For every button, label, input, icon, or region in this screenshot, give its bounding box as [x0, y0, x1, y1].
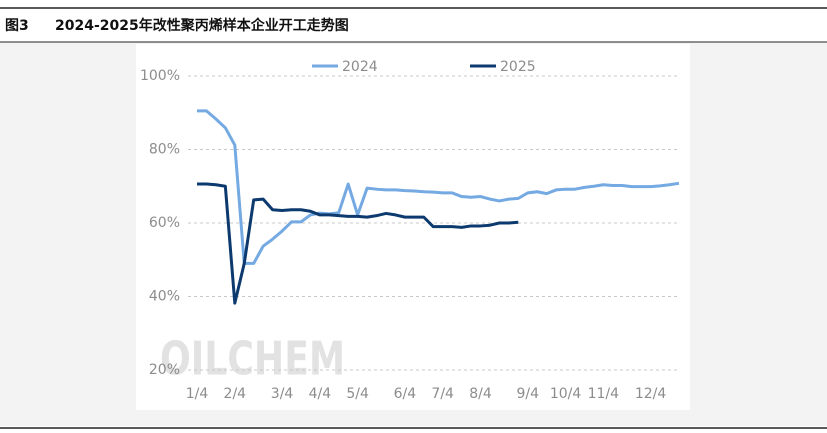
x-tick-label: 10/4: [550, 386, 582, 402]
x-tick-label: 7/4: [431, 386, 454, 402]
x-tick-label: 3/4: [271, 386, 294, 402]
series-line: [197, 182, 519, 305]
x-tick-label: 4/4: [309, 386, 332, 402]
watermark: OILCHEM: [160, 332, 345, 386]
x-tick-label: 6/4: [394, 386, 417, 402]
y-tick-label: 20%: [149, 362, 180, 378]
x-tick-label: 1/4: [186, 386, 209, 402]
x-tick-label: 11/4: [588, 386, 620, 402]
legend-label: 2024: [342, 59, 378, 75]
series-line: [197, 109, 680, 265]
y-tick-label: 40%: [149, 289, 180, 305]
x-tick-label: 12/4: [635, 386, 667, 402]
x-tick-label: 9/4: [516, 386, 539, 402]
x-tick-label: 8/4: [469, 386, 492, 402]
y-tick-label: 80%: [149, 142, 180, 158]
x-tick-label: 2/4: [224, 386, 247, 402]
figure-label: 图3: [5, 18, 29, 34]
y-tick-label: 100%: [140, 68, 180, 84]
y-tick-label: 60%: [149, 215, 180, 231]
x-tick-label: 5/4: [346, 386, 369, 402]
chart-title: 2024-2025年改性聚丙烯样本企业开工走势图: [55, 17, 349, 34]
legend-label: 2025: [500, 59, 536, 75]
